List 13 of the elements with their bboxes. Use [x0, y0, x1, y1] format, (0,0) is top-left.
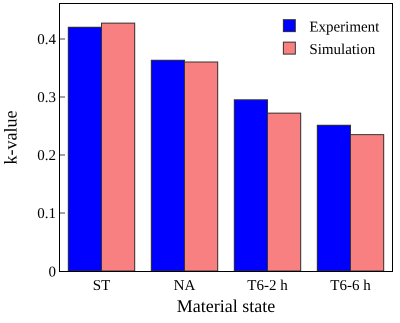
legend-label: Experiment [309, 19, 380, 36]
y-tick-label: 0.4 [37, 32, 56, 48]
y-axis-title: k-value [0, 110, 20, 164]
x-tick-label: NA [174, 278, 196, 294]
y-tick-label: 0.1 [37, 206, 56, 222]
x-axis-title: Material state [176, 296, 276, 316]
legend-label: Simulation [309, 42, 376, 58]
x-tick-label: T6-2 h [247, 278, 288, 294]
x-tick-label: T6-6 h [330, 278, 372, 294]
y-tick-label: 0.3 [37, 90, 56, 106]
y-tick-label: 0.2 [37, 148, 56, 164]
x-tick-label: ST [92, 278, 110, 294]
y-tick-label: 0 [48, 264, 56, 280]
